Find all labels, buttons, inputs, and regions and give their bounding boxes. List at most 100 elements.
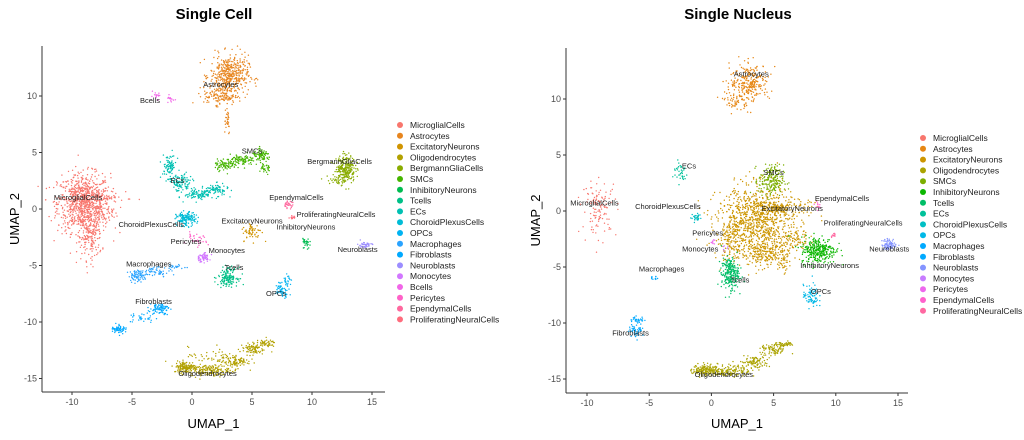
point-MicroglialCells xyxy=(96,200,98,202)
point-ECs xyxy=(172,162,174,165)
point-OPCs xyxy=(289,278,291,281)
point-ExcitatoryNeurons xyxy=(252,242,255,244)
point-MicroglialCells xyxy=(591,220,594,222)
point-Tcells xyxy=(224,283,226,285)
point-SMCs xyxy=(263,152,265,154)
point-Macrophages xyxy=(139,277,141,279)
point-Astrocytes xyxy=(771,90,773,92)
point-Astrocytes xyxy=(743,107,745,110)
point-Astrocytes xyxy=(214,73,217,75)
legend-marker xyxy=(397,186,403,193)
point-Astrocytes xyxy=(216,97,218,99)
point-Oligodendrocytes xyxy=(256,352,258,354)
point-ChoroidPlexusCells xyxy=(193,220,195,222)
point-Astrocytes xyxy=(240,83,242,85)
point-ChoroidPlexusCells xyxy=(181,215,184,218)
point-Astrocytes xyxy=(233,57,236,60)
point-Fibroblasts xyxy=(115,322,117,325)
point-Tcells xyxy=(230,286,233,288)
point-Fibroblasts xyxy=(160,311,162,314)
point-MicroglialCells xyxy=(595,208,597,210)
point-Oligodendrocytes xyxy=(174,370,177,373)
point-MicroglialCells xyxy=(84,207,86,209)
point-MicroglialCells xyxy=(79,218,81,221)
point-MicroglialCells xyxy=(599,189,602,191)
point-SMCs xyxy=(235,158,237,161)
y-tick-label: 10 xyxy=(27,91,37,101)
point-ExcitatoryNeurons xyxy=(736,222,739,224)
point-MicroglialCells xyxy=(85,206,88,208)
point-ChoroidPlexusCells xyxy=(191,224,193,226)
point-ExcitatoryNeurons xyxy=(746,205,748,207)
point-Macrophages xyxy=(142,270,144,272)
point-OPCs xyxy=(277,285,279,287)
point-MicroglialCells xyxy=(88,253,90,256)
point-Astrocytes xyxy=(225,85,227,87)
point-ECs xyxy=(168,171,170,174)
point-Tcells xyxy=(229,277,231,279)
point-Oligodendrocytes xyxy=(179,361,181,363)
point-MicroglialCells xyxy=(78,181,80,183)
point-Astrocytes xyxy=(235,54,237,56)
point-MicroglialCells xyxy=(94,234,96,236)
point-MicroglialCells xyxy=(88,241,90,244)
point-ECs xyxy=(192,180,195,182)
point-MicroglialCells xyxy=(119,206,122,209)
point-InhibitoryNeurons xyxy=(302,247,305,249)
point-MicroglialCells xyxy=(101,210,103,213)
point-MicroglialCells xyxy=(67,210,70,212)
point-Astrocytes xyxy=(227,111,229,114)
point-EpendymalCells xyxy=(289,208,292,210)
point-ECs xyxy=(185,188,188,190)
point-Astrocytes xyxy=(223,75,225,77)
point-EpendymalCells xyxy=(291,205,293,207)
point-MicroglialCells xyxy=(102,182,104,184)
point-ExcitatoryNeurons xyxy=(728,196,730,198)
point-Astrocytes xyxy=(754,89,756,91)
point-Astrocytes xyxy=(745,104,748,107)
point-Fibroblasts xyxy=(160,308,163,310)
point-SMCs xyxy=(259,159,261,162)
point-Astrocytes xyxy=(736,80,738,82)
point-SMCs xyxy=(240,156,242,158)
point-ECs xyxy=(159,176,162,178)
point-SMCs xyxy=(219,162,221,164)
point-Astrocytes xyxy=(219,84,221,87)
point-Oligodendrocytes xyxy=(191,362,194,364)
point-BergmannGliaCells xyxy=(341,184,343,186)
point-Oligodendrocytes xyxy=(195,371,198,373)
point-MicroglialCells xyxy=(102,188,105,191)
point-MicroglialCells xyxy=(98,218,100,220)
y-tick-label: 5 xyxy=(32,148,37,158)
point-Astrocytes xyxy=(212,74,214,77)
point-Astrocytes xyxy=(227,87,229,90)
point-EpendymalCells xyxy=(288,202,290,205)
point-Oligodendrocytes xyxy=(252,350,255,353)
point-Monocytes xyxy=(203,252,206,254)
point-Astrocytes xyxy=(244,56,246,58)
point-SMCs xyxy=(224,162,226,164)
point-Astrocytes xyxy=(747,57,749,60)
point-Oligodendrocytes xyxy=(212,365,214,367)
point-Oligodendrocytes xyxy=(200,354,202,356)
point-Oligodendrocytes xyxy=(220,354,222,357)
point-Astrocytes xyxy=(228,99,230,101)
point-Oligodendrocytes xyxy=(229,372,231,375)
point-ECs xyxy=(202,190,204,193)
point-MicroglialCells xyxy=(119,231,121,234)
point-Macrophages xyxy=(154,272,156,274)
point-MicroglialCells xyxy=(113,208,115,210)
point-ECs xyxy=(217,185,220,187)
point-Astrocytes xyxy=(731,83,733,86)
point-Fibroblasts xyxy=(166,313,168,316)
point-BergmannGliaCells xyxy=(353,178,355,181)
point-Fibroblasts xyxy=(163,308,165,310)
point-MicroglialCells xyxy=(106,202,108,204)
point-MicroglialCells xyxy=(86,174,89,176)
point-MicroglialCells xyxy=(91,237,94,239)
point-MicroglialCells xyxy=(598,216,600,218)
point-BergmannGliaCells xyxy=(350,170,352,172)
point-Astrocytes xyxy=(240,65,242,68)
point-SMCs xyxy=(229,162,232,164)
point-Astrocytes xyxy=(217,90,220,92)
